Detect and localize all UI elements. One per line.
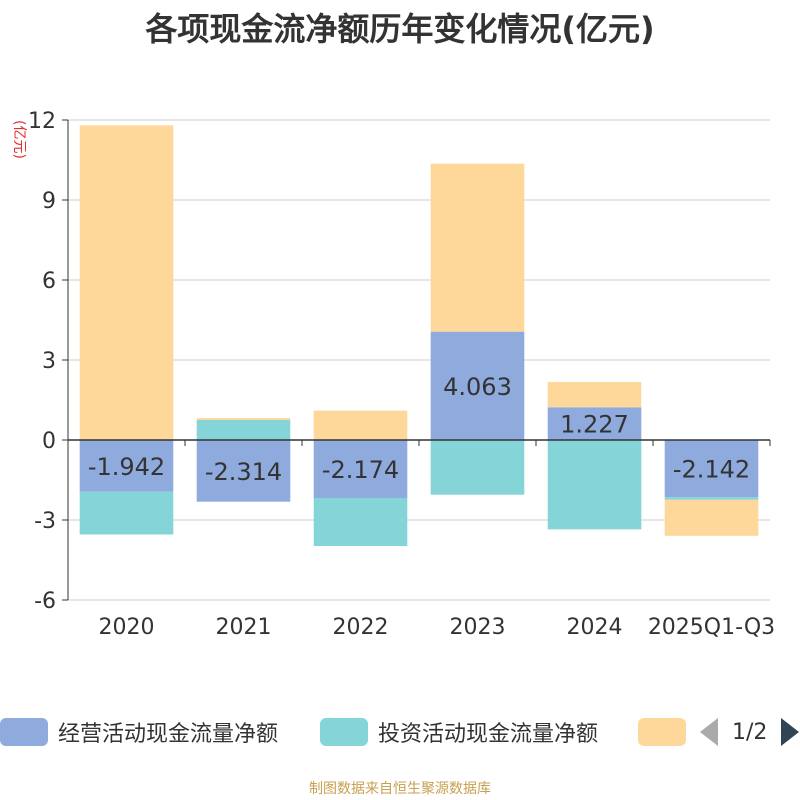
x-tick-label: 2020 <box>99 615 155 640</box>
bar-operating <box>196 440 291 502</box>
bar-chart: 12 9 6 3 0 -3 -6 -1.942 2020 -2.314 2021 -2.174 2022… <box>28 109 775 640</box>
bar-operating <box>430 331 525 440</box>
bar-financing <box>664 499 759 536</box>
data-label: -2.174 <box>322 456 399 484</box>
legend-pager: 1/2 <box>700 716 800 748</box>
legend-item-investing[interactable]: 投资活动现金流量净额 <box>320 716 598 748</box>
legend-swatch-financing <box>638 718 686 746</box>
source-footer: 制图数据来自恒生聚源数据库 <box>309 781 491 797</box>
x-tick-label: 2025Q1-Q3 <box>648 615 775 640</box>
bar-investing <box>547 440 642 530</box>
bar-operating <box>313 440 408 498</box>
bar-financing <box>547 381 642 408</box>
bar-investing <box>664 497 759 500</box>
bar-financing <box>79 125 174 440</box>
bar-financing <box>313 410 408 440</box>
x-tick-label: 2024 <box>567 615 623 640</box>
x-tick-label: 2023 <box>450 615 506 640</box>
x-tick-label: 2022 <box>333 615 389 640</box>
y-tick-label: 0 <box>42 429 56 454</box>
legend-swatch-investing <box>320 718 368 746</box>
bar-operating <box>547 407 642 440</box>
pager-text: 1/2 <box>732 719 768 745</box>
y-tick-label: 12 <box>28 109 56 134</box>
bar-investing <box>313 497 408 546</box>
bar-financing <box>196 418 291 420</box>
legend: 经营活动现金流量净额 投资活动现金流量净额 1/2 <box>0 712 800 752</box>
legend-label-investing: 投资活动现金流量净额 <box>378 722 599 747</box>
data-label: 4.063 <box>443 373 512 401</box>
y-tick-label: -6 <box>34 589 56 614</box>
y-tick-label: 9 <box>42 189 56 214</box>
y-tick-label: -3 <box>34 509 56 534</box>
y-tick-label: 6 <box>42 269 56 294</box>
bar-investing <box>430 440 525 495</box>
legend-item-operating[interactable]: 经营活动现金流量净额 <box>0 716 278 748</box>
legend-item-financing[interactable] <box>638 716 696 748</box>
bar-investing <box>79 491 174 535</box>
chart-title: 各项现金流净额历年变化情况(亿元) <box>145 10 655 48</box>
next-page-icon[interactable] <box>781 718 800 746</box>
y-tick-label: 3 <box>42 349 56 374</box>
bar-operating <box>79 440 174 492</box>
bar-operating <box>664 440 759 498</box>
data-label: -2.314 <box>205 458 282 486</box>
bar-financing <box>430 163 525 332</box>
x-tick-label: 2021 <box>216 615 272 640</box>
data-label: 1.227 <box>560 411 629 439</box>
prev-page-icon[interactable] <box>700 718 718 746</box>
data-label: -2.142 <box>673 456 750 484</box>
legend-swatch-operating <box>0 718 48 746</box>
legend-label-operating: 经营活动现金流量净额 <box>58 722 279 747</box>
data-label: -1.942 <box>88 453 165 481</box>
bar-investing <box>196 420 291 440</box>
